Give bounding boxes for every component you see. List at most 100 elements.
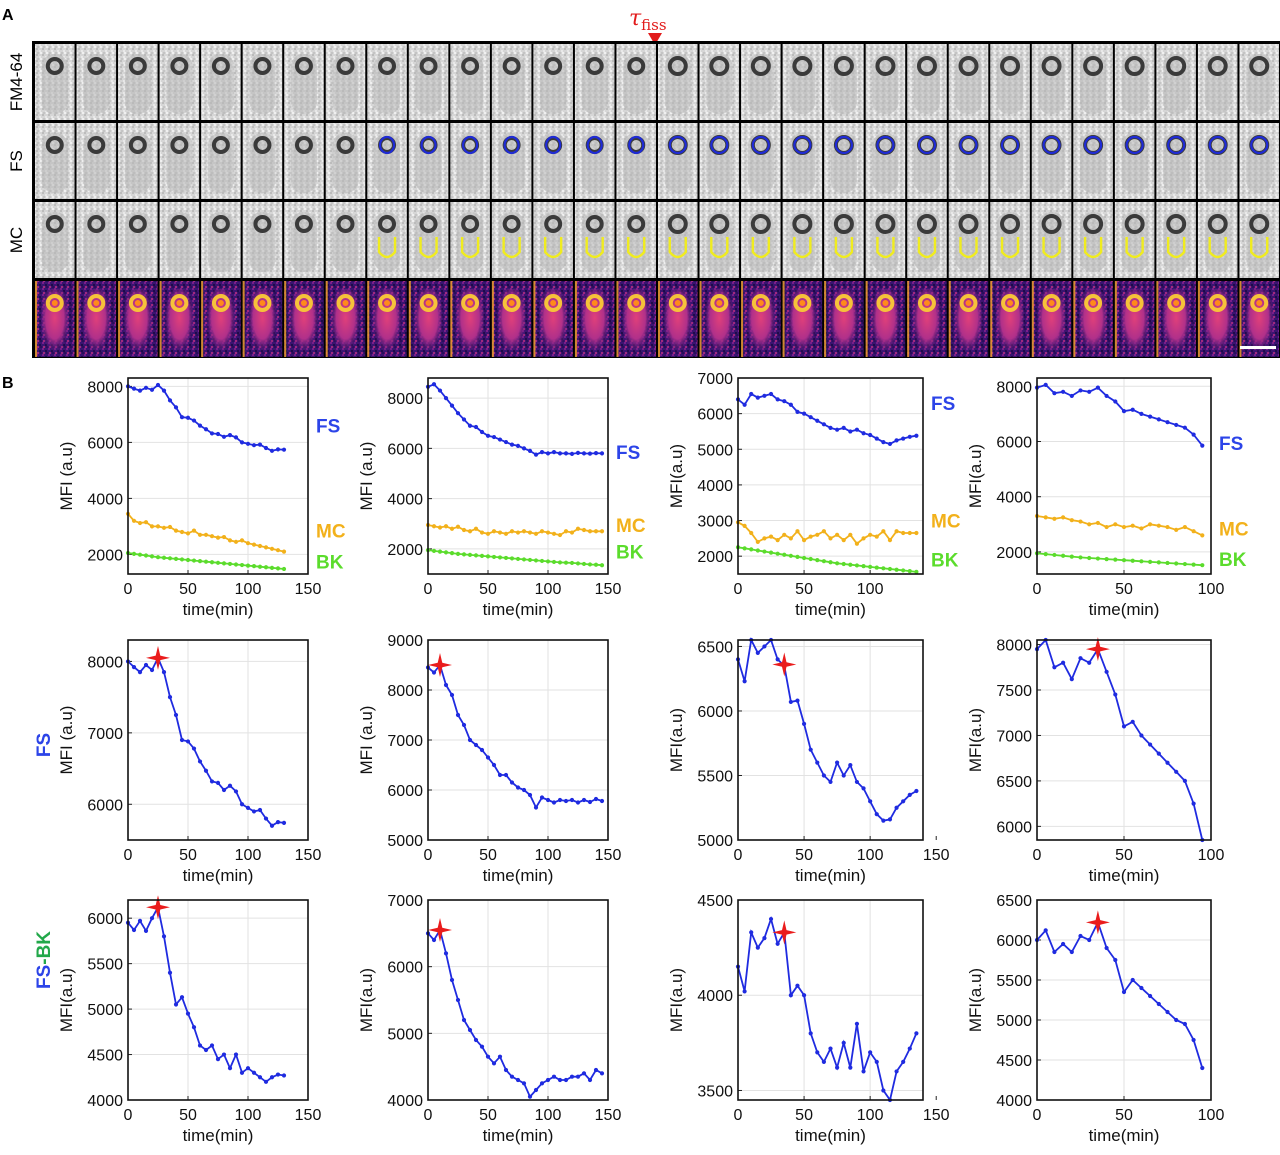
fs-outline xyxy=(1167,135,1186,155)
strip-frame xyxy=(616,44,656,120)
data-point xyxy=(503,531,509,536)
data-point xyxy=(1095,385,1100,390)
strip-frame xyxy=(782,123,823,199)
data-point xyxy=(1156,751,1161,756)
data-point xyxy=(835,1065,840,1070)
forespore xyxy=(45,136,64,154)
forespore xyxy=(834,294,853,312)
data-point xyxy=(437,549,443,554)
data-point xyxy=(449,551,455,556)
data-point xyxy=(828,1046,833,1051)
data-point xyxy=(131,927,137,933)
data-point xyxy=(1130,558,1135,563)
strip-frame xyxy=(491,123,532,199)
cell-body xyxy=(414,289,443,353)
strip-frame xyxy=(201,281,241,357)
forespore xyxy=(502,57,521,75)
forespore-core xyxy=(799,300,806,306)
data-point xyxy=(233,435,239,440)
data-point xyxy=(239,562,245,568)
data-point xyxy=(801,555,807,561)
data-point xyxy=(521,529,527,534)
data-point xyxy=(1200,1065,1205,1071)
cell-body xyxy=(498,133,525,193)
data-point xyxy=(149,916,155,921)
data-point xyxy=(449,403,455,408)
data-point xyxy=(874,534,879,539)
strip-frame xyxy=(1197,123,1238,199)
strip-frame xyxy=(450,123,490,199)
data-point xyxy=(215,1056,221,1062)
data-point xyxy=(461,417,467,422)
y-tick-label: 5500 xyxy=(697,768,733,785)
cell-body xyxy=(415,133,442,193)
forespore xyxy=(419,215,438,233)
data-point xyxy=(801,993,807,998)
strip-frame xyxy=(782,281,823,357)
data-point xyxy=(1104,556,1109,562)
data-point xyxy=(215,780,221,785)
frame-edge xyxy=(35,281,37,357)
frame-edge xyxy=(1156,281,1159,357)
series-label-bk: BK xyxy=(931,551,959,572)
strip-frame xyxy=(1031,44,1072,120)
x-tick-label: 100 xyxy=(1198,581,1225,598)
fs-outline xyxy=(793,135,812,155)
data-point xyxy=(161,525,167,530)
forespore xyxy=(544,215,563,233)
data-point xyxy=(191,418,197,423)
data-point xyxy=(1130,523,1135,528)
data-point xyxy=(1061,553,1066,558)
series-label-bk: BK xyxy=(616,542,644,563)
forespore xyxy=(1124,214,1145,234)
x-tick-label: 0 xyxy=(1033,1107,1042,1124)
strip-frame xyxy=(1031,281,1072,357)
strip-frame xyxy=(1197,281,1238,357)
data-point xyxy=(455,551,461,556)
data-point xyxy=(515,785,521,790)
forespore-core xyxy=(342,300,349,306)
cell-body xyxy=(663,289,692,353)
data-point xyxy=(137,918,143,924)
y-axis-label: MFI (a.u) xyxy=(57,706,76,775)
forespore xyxy=(793,294,812,312)
data-point xyxy=(599,1071,605,1076)
y-axis-label: MFI (a.u) xyxy=(357,442,376,511)
y-tick-label: 4000 xyxy=(387,1093,423,1110)
x-tick-label: 0 xyxy=(734,581,743,598)
data-point xyxy=(269,546,275,551)
data-point xyxy=(828,536,833,541)
data-point xyxy=(593,451,599,456)
y-tick-label: 6000 xyxy=(697,407,733,424)
y-tick-label: 5000 xyxy=(697,833,733,850)
forespore xyxy=(959,294,978,312)
forespore xyxy=(917,294,936,312)
data-point xyxy=(269,448,275,453)
data-point xyxy=(149,554,155,559)
data-point xyxy=(868,799,873,804)
data-point xyxy=(755,539,760,545)
data-point xyxy=(479,1044,485,1049)
fission-star-icon xyxy=(772,652,797,677)
strip-frame xyxy=(1073,202,1113,278)
cell-body xyxy=(82,289,111,353)
strip-frame xyxy=(1156,44,1196,120)
y-tick-label: 8000 xyxy=(387,683,423,700)
x-tick-label: 50 xyxy=(479,847,497,864)
data-point xyxy=(197,1043,203,1048)
data-point xyxy=(527,1094,533,1099)
strip-frame xyxy=(118,44,158,120)
series-label-mc: MC xyxy=(1219,519,1249,540)
data-point xyxy=(503,1067,509,1073)
data-point xyxy=(815,558,820,563)
data-point xyxy=(215,535,221,540)
data-point xyxy=(137,552,143,557)
data-point xyxy=(209,779,215,784)
data-point xyxy=(137,670,143,675)
cell-body xyxy=(581,133,608,193)
fs-outline xyxy=(876,135,895,155)
data-point xyxy=(179,557,185,562)
data-point xyxy=(1165,524,1170,530)
frame-edge xyxy=(699,281,702,357)
data-point xyxy=(185,415,191,420)
